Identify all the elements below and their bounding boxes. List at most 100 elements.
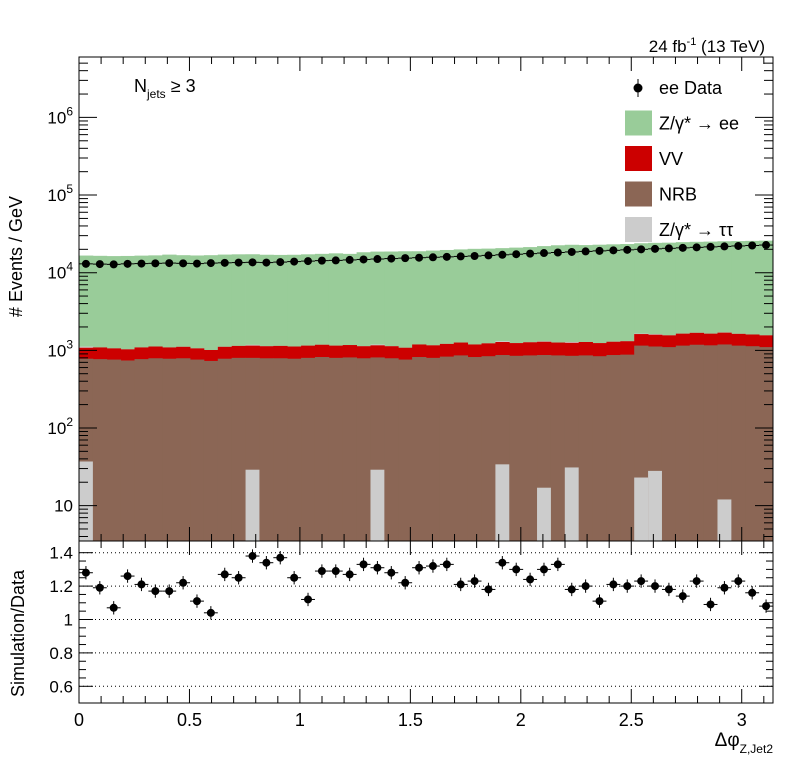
bar-nrb bbox=[745, 346, 760, 541]
data-point bbox=[623, 245, 632, 254]
bar-nrb bbox=[106, 359, 122, 541]
stacked-histogram bbox=[79, 240, 774, 542]
bar-nrb bbox=[689, 344, 704, 541]
ratio-point bbox=[442, 560, 451, 569]
data-point bbox=[151, 259, 160, 268]
ratio-y-tick-label: 0.6 bbox=[49, 677, 73, 696]
ratio-point bbox=[415, 563, 424, 572]
legend-swatch bbox=[625, 217, 652, 242]
bar-nrb bbox=[190, 359, 205, 541]
ratio-point bbox=[456, 580, 465, 589]
legend-label: ee Data bbox=[659, 78, 723, 98]
data-point bbox=[317, 256, 326, 265]
y-tick-label: 103 bbox=[47, 337, 73, 360]
x-tick-label: 0.5 bbox=[177, 710, 202, 730]
ratio-point bbox=[734, 577, 743, 586]
bar-nrb bbox=[620, 354, 635, 541]
bar-nrb bbox=[759, 347, 774, 541]
data-point bbox=[95, 260, 104, 269]
ratio-y-tick-label: 0.8 bbox=[49, 644, 73, 663]
x-axis-label: ΔφZ,Jet2 bbox=[715, 730, 774, 756]
data-point bbox=[734, 241, 743, 250]
ratio-point bbox=[262, 558, 271, 567]
bar-nrb bbox=[273, 358, 288, 541]
data-point bbox=[567, 247, 576, 256]
ratio-plot-panel: 0.6 0.8 1 1.2 1.4 0 0.5 1 1.5 2 2.5 3 bbox=[49, 540, 774, 730]
ratio-y-tick-label: 1 bbox=[64, 610, 73, 629]
ratio-point bbox=[220, 570, 229, 579]
x-tick-label: 2 bbox=[516, 710, 526, 730]
ratio-point bbox=[81, 568, 90, 577]
data-point bbox=[539, 249, 548, 258]
ratio-point bbox=[581, 582, 590, 591]
bar-ztautau-overlay bbox=[245, 469, 260, 541]
ratio-y-axis-label: Simulation/Data bbox=[8, 569, 28, 697]
bar-nrb bbox=[703, 345, 718, 541]
y-tick-label: 104 bbox=[47, 260, 73, 283]
ratio-point bbox=[748, 588, 757, 597]
data-point bbox=[179, 259, 188, 268]
ratio-point bbox=[165, 587, 174, 596]
x-tick-label: 0 bbox=[74, 710, 84, 730]
x-tick-label: 2.5 bbox=[619, 710, 644, 730]
ratio-point bbox=[179, 578, 188, 587]
data-point bbox=[456, 252, 465, 261]
ratio-point bbox=[109, 603, 118, 612]
main-y-axis-label: # Events / GeV bbox=[6, 196, 26, 317]
bar-ztautau-overlay bbox=[717, 499, 732, 541]
data-point bbox=[706, 242, 715, 251]
legend-marker bbox=[633, 83, 643, 93]
data-point bbox=[206, 259, 215, 268]
bar-nrb bbox=[203, 360, 219, 541]
data-point bbox=[109, 260, 118, 269]
data-point bbox=[748, 241, 757, 250]
bar-nrb bbox=[259, 358, 274, 541]
njets-annotation: Njets ≥ 3 bbox=[134, 76, 196, 101]
ratio-point bbox=[664, 585, 673, 594]
bar-ztautau-overlay bbox=[79, 461, 93, 541]
data-point bbox=[359, 255, 368, 264]
data-point bbox=[401, 254, 410, 263]
ratio-point bbox=[151, 587, 160, 596]
data-point bbox=[581, 247, 590, 256]
ratio-point bbox=[637, 577, 646, 586]
data-point bbox=[609, 246, 618, 255]
data-point bbox=[762, 241, 771, 250]
bar-ztautau-overlay bbox=[634, 477, 649, 541]
data-point bbox=[345, 255, 354, 264]
ratio-point bbox=[401, 578, 410, 587]
ratio-point bbox=[651, 582, 660, 591]
ratio-point bbox=[678, 592, 687, 601]
ratio-point bbox=[345, 570, 354, 579]
data-point bbox=[373, 255, 382, 264]
x-axis: 0 0.5 1 1.5 2 2.5 3 bbox=[74, 541, 765, 730]
ratio-point bbox=[123, 572, 132, 581]
data-point bbox=[498, 250, 507, 259]
x-tick-label: 1 bbox=[295, 710, 305, 730]
ratio-point bbox=[373, 563, 382, 572]
ratio-point bbox=[609, 580, 618, 589]
bar-nrb bbox=[342, 357, 357, 541]
bar-ztautau-overlay bbox=[495, 464, 510, 541]
data-point bbox=[234, 258, 243, 267]
data-point bbox=[428, 253, 437, 262]
ratio-point bbox=[290, 573, 299, 582]
legend-label: Z/γ* → ττ bbox=[659, 220, 733, 240]
y-tick-label: 102 bbox=[47, 415, 73, 438]
bar-nrb bbox=[92, 359, 108, 541]
ratio-point bbox=[234, 573, 243, 582]
main-y-axis: 10 102 103 104 105 106 bbox=[47, 56, 773, 537]
bar-nrb bbox=[717, 344, 732, 541]
ratio-point bbox=[512, 565, 521, 574]
bar-nrb bbox=[426, 357, 441, 541]
data-point bbox=[248, 258, 257, 267]
data-point bbox=[526, 249, 535, 258]
ratio-y-tick-label: 1.2 bbox=[49, 577, 73, 596]
data-point bbox=[304, 257, 313, 266]
main-plot-panel: 10 102 103 104 105 106 bbox=[47, 56, 774, 542]
data-point bbox=[165, 259, 174, 268]
ratio-point bbox=[498, 558, 507, 567]
bar-ztautau-overlay bbox=[537, 487, 551, 541]
ratio-point bbox=[706, 600, 715, 609]
